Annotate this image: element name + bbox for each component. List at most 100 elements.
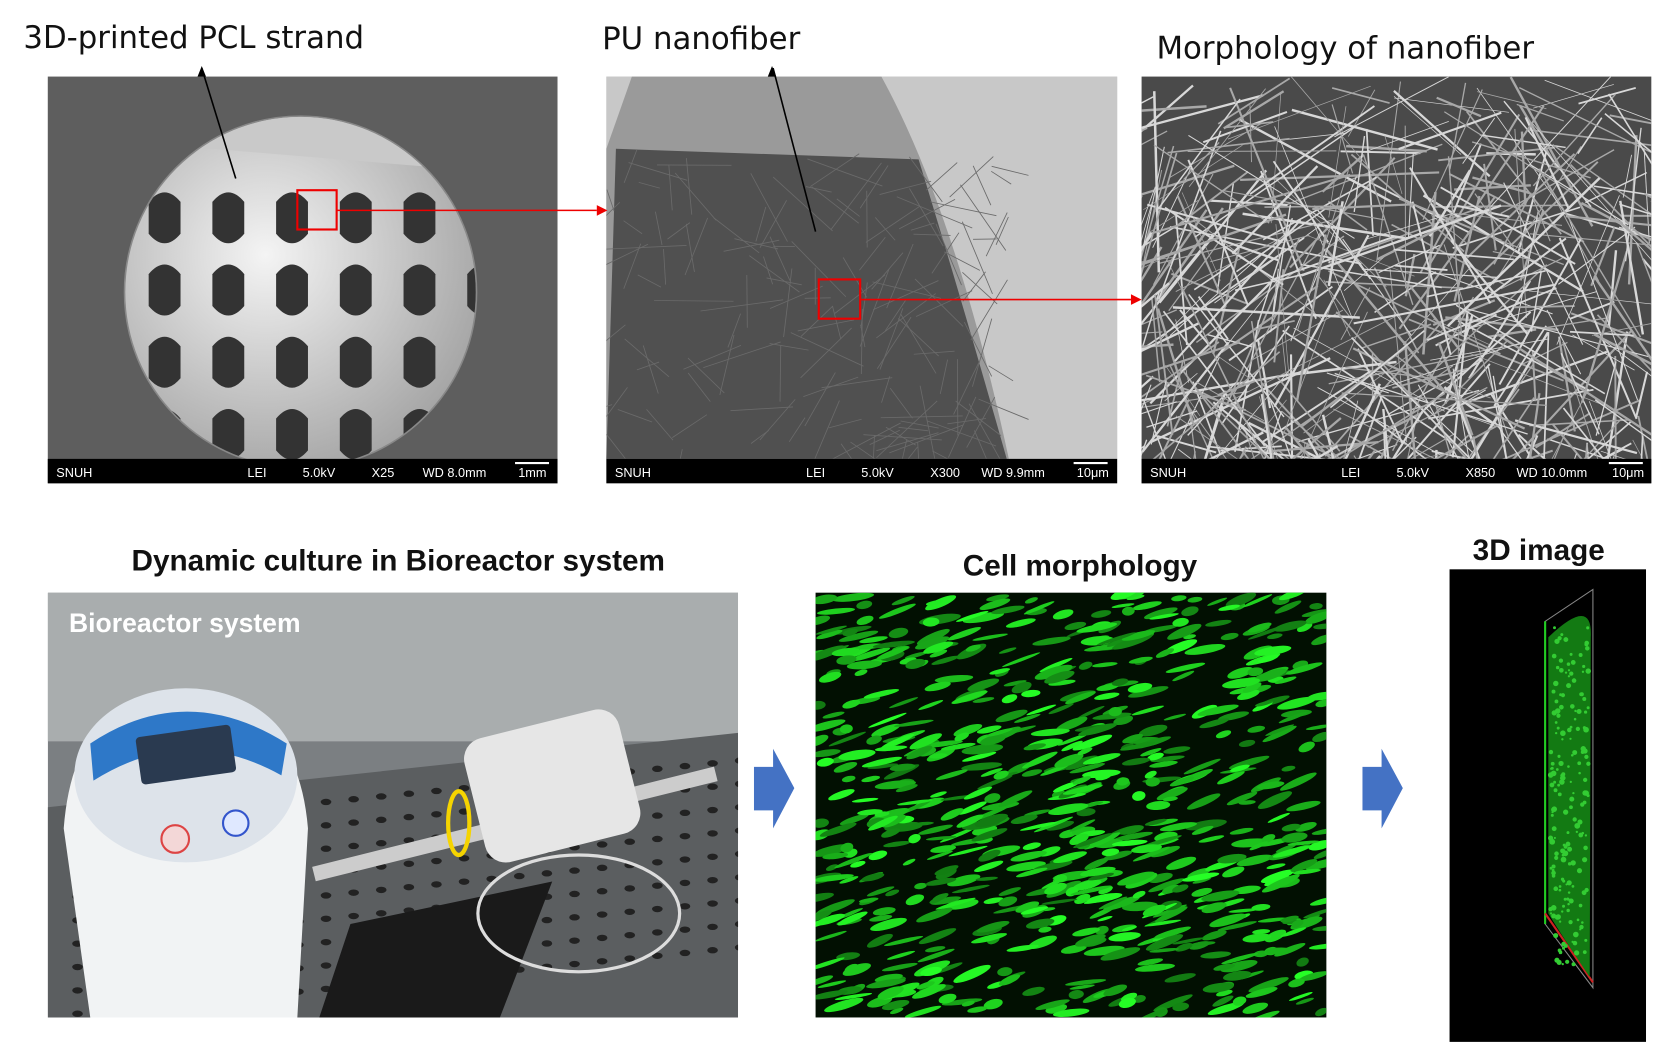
fiber <box>1169 364 1214 459</box>
cell <box>1116 777 1130 786</box>
fiber <box>1580 251 1628 403</box>
cell <box>1274 676 1297 684</box>
cell <box>1052 609 1074 620</box>
fiber <box>1307 438 1321 459</box>
cell <box>1247 667 1264 677</box>
cell <box>815 957 845 971</box>
voxel <box>1554 708 1561 714</box>
cell <box>836 655 857 665</box>
fiber <box>654 211 663 246</box>
hole <box>403 837 415 844</box>
cell <box>897 799 933 806</box>
fiber <box>1337 392 1446 459</box>
fiber <box>1440 186 1576 265</box>
fiber <box>1596 314 1652 372</box>
hole <box>541 916 553 924</box>
voxel <box>1551 806 1558 812</box>
fiber <box>1593 333 1652 366</box>
fiber <box>1426 264 1548 377</box>
fiber <box>1551 423 1583 459</box>
cell <box>1053 851 1087 864</box>
cell <box>1091 610 1112 618</box>
voxel <box>1558 920 1562 923</box>
fiber <box>885 426 916 446</box>
fiber <box>1393 248 1514 261</box>
hole <box>652 765 663 773</box>
fiber <box>1409 167 1492 304</box>
hole <box>541 940 553 947</box>
fiber <box>1374 271 1437 313</box>
cell <box>899 657 917 665</box>
cell <box>1064 621 1087 631</box>
voxel <box>1582 790 1588 796</box>
sem-info: WD 10.0mm <box>1516 465 1587 480</box>
hole <box>596 841 608 848</box>
fiber <box>1606 331 1629 459</box>
fiber <box>1331 104 1354 174</box>
hole <box>375 910 387 917</box>
pore <box>339 408 372 460</box>
fiber <box>1382 428 1387 459</box>
cell <box>889 697 919 709</box>
fiber <box>1391 410 1424 459</box>
voxel <box>1558 658 1564 663</box>
fiber <box>1281 334 1287 378</box>
fiber <box>727 313 741 348</box>
cell <box>1197 704 1239 716</box>
cell <box>1181 606 1199 617</box>
voxel <box>1557 783 1561 787</box>
fiber <box>1164 372 1198 402</box>
cell <box>1103 896 1140 911</box>
cell <box>1167 623 1202 640</box>
fiber <box>962 271 986 302</box>
cell <box>978 849 1001 862</box>
fiber <box>915 290 973 317</box>
fiber <box>1335 311 1468 459</box>
cell <box>868 815 898 831</box>
fiber <box>1217 77 1291 125</box>
fiber <box>1376 341 1526 391</box>
hole <box>431 881 442 888</box>
cell <box>1088 872 1114 881</box>
fiber <box>1410 432 1456 459</box>
cell <box>1229 827 1254 835</box>
voxel <box>1572 817 1577 822</box>
fiber <box>1291 108 1438 151</box>
cell <box>1309 603 1323 610</box>
cell <box>938 993 957 1004</box>
fiber <box>932 450 949 459</box>
cell <box>918 700 944 710</box>
fiber <box>1141 202 1153 241</box>
cell <box>1248 977 1289 993</box>
cell <box>956 610 989 622</box>
voxel <box>1570 704 1575 709</box>
pore <box>148 264 181 316</box>
cell <box>986 728 1013 737</box>
cell <box>1313 849 1327 860</box>
cell <box>1175 942 1193 952</box>
cell <box>1172 670 1195 682</box>
fiber <box>995 216 1009 246</box>
fiber <box>1313 205 1371 280</box>
fiber <box>654 300 734 302</box>
fiber <box>1588 401 1612 459</box>
cell <box>1061 740 1083 752</box>
cell <box>1191 941 1216 946</box>
cell <box>886 950 916 960</box>
fiber <box>955 400 1002 436</box>
voxel <box>1569 725 1573 729</box>
fiber <box>1182 398 1227 459</box>
hole <box>652 859 663 866</box>
fiber <box>1257 441 1379 454</box>
cell <box>1096 632 1136 646</box>
cell <box>1265 947 1290 955</box>
cell <box>1077 747 1093 756</box>
fiber <box>1239 118 1392 203</box>
cell <box>1039 657 1073 673</box>
fiber <box>1393 95 1462 155</box>
fiber <box>1274 126 1353 319</box>
cell <box>1056 716 1088 732</box>
fiber <box>1202 111 1288 144</box>
cell <box>971 933 1008 944</box>
hole <box>707 947 718 954</box>
